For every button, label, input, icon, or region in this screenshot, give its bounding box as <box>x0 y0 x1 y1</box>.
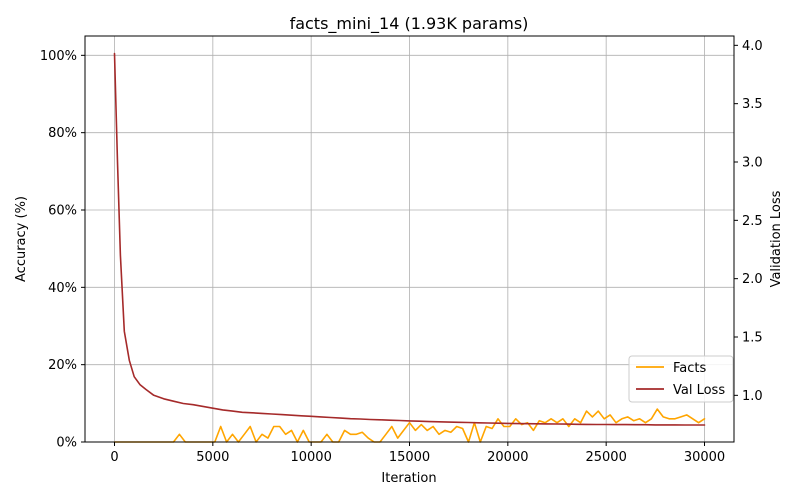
x-tick-label: 0 <box>110 450 118 465</box>
y-right-tick-label: 1.5 <box>742 331 763 346</box>
y-right-tick-label: 2.5 <box>742 214 763 229</box>
y-left-tick-label: 100% <box>40 49 77 64</box>
y-right-tick-label: 2.0 <box>742 272 763 287</box>
y-left-tick-label: 0% <box>56 436 77 451</box>
x-tick-label: 25000 <box>585 450 626 465</box>
x-tick-label: 10000 <box>290 450 331 465</box>
y-axis-right-title: Validation Loss <box>769 190 784 287</box>
x-axis: 0 5000 10000 15000 20000 25000 30000 <box>110 442 725 465</box>
x-tick-label: 30000 <box>684 450 725 465</box>
legend: Facts Val Loss <box>628 355 734 403</box>
y-left-tick-label: 40% <box>48 281 77 296</box>
y-right-tick-label: 3.5 <box>742 97 763 112</box>
x-axis-title: Iteration <box>381 471 436 486</box>
y-left-tick-label: 20% <box>48 358 77 373</box>
x-tick-label: 15000 <box>389 450 430 465</box>
y-left-tick-label: 60% <box>48 204 77 219</box>
y-right-tick-label: 4.0 <box>742 39 763 54</box>
y-axis-right: 1.0 1.5 2.0 2.5 3.0 3.5 4.0 <box>734 39 763 404</box>
y-axis-left-title: Accuracy (%) <box>14 196 29 282</box>
chart-title: facts_mini_14 (1.93K params) <box>290 14 529 34</box>
y-left-tick-label: 80% <box>48 126 77 141</box>
y-axis-left: 0% 20% 40% 60% 80% 100% <box>40 49 85 451</box>
x-tick-label: 20000 <box>487 450 528 465</box>
y-right-tick-label: 3.0 <box>742 156 763 171</box>
y-right-tick-label: 1.0 <box>742 389 763 404</box>
x-tick-label: 5000 <box>196 450 229 465</box>
series-line-val-loss <box>113 52 706 426</box>
legend-label-val-loss: Val Loss <box>673 383 725 398</box>
legend-label-facts: Facts <box>673 361 706 376</box>
